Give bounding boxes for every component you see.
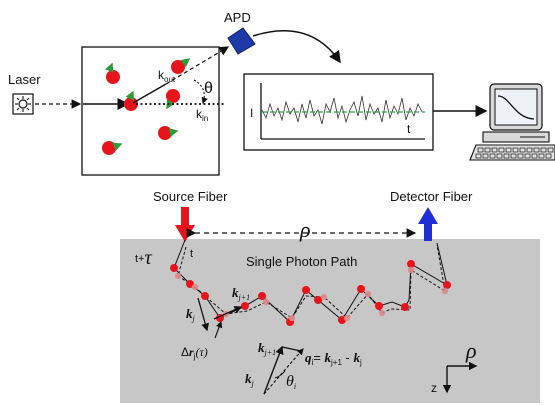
eq-kj1-label: kj+1 xyxy=(258,340,276,357)
k-j-label: kj xyxy=(186,306,196,323)
intensity-trace xyxy=(261,95,423,125)
scatter-event-later xyxy=(288,314,296,322)
scatter-event xyxy=(407,260,415,268)
scatter-event-later xyxy=(441,287,449,295)
eq-kj-label: kj xyxy=(245,371,255,388)
k-j1-arrow xyxy=(213,306,243,320)
scatter-event xyxy=(375,302,383,310)
axis-z-label: z xyxy=(431,381,437,395)
scatter-event xyxy=(170,264,178,272)
coordinate-axes xyxy=(442,361,478,394)
scatter-event xyxy=(357,285,365,293)
scatter-event xyxy=(401,303,409,311)
scattering-vector-diagram xyxy=(263,345,304,395)
k-j-arrow xyxy=(197,297,209,332)
scatter-event-later xyxy=(378,309,386,317)
delta-r-label: Δrj(τ) xyxy=(181,345,208,361)
rho-label: ρ xyxy=(299,217,311,242)
source-fiber-label: Source Fiber xyxy=(153,189,228,204)
scatter-event-later xyxy=(407,266,415,274)
k-in-label: kin xyxy=(196,107,208,123)
apd-signal-arrow xyxy=(252,30,341,64)
detector-fiber-arrow xyxy=(418,207,438,241)
scatter-event-later xyxy=(320,293,328,301)
theta-label: θ xyxy=(204,80,213,97)
scatter-event xyxy=(302,286,310,294)
scatter-event-later xyxy=(191,283,199,291)
scattered-dashed-to-apd xyxy=(165,46,230,85)
eq-theta-label: θi xyxy=(286,373,296,391)
scatter-event xyxy=(258,292,266,300)
t-label: t xyxy=(190,248,193,260)
particle xyxy=(102,141,123,155)
laser-icon xyxy=(12,93,34,115)
path-title: Single Photon Path xyxy=(246,254,357,269)
computer-icon xyxy=(469,83,555,161)
laser-label: Laser xyxy=(8,72,41,87)
scatter-event xyxy=(443,281,451,289)
source-fiber-arrow xyxy=(175,207,195,242)
particle xyxy=(105,62,120,84)
theta-arc xyxy=(193,79,208,105)
k-j1-label: kj+1 xyxy=(232,285,250,302)
scatter-event-later xyxy=(262,298,270,306)
apd-detector-icon xyxy=(227,27,256,55)
scattered-ray xyxy=(132,83,167,104)
particle xyxy=(158,126,179,140)
scatter-event xyxy=(201,292,209,300)
apd-label: APD xyxy=(224,10,251,25)
signal-x-label: t xyxy=(407,122,411,136)
particle xyxy=(124,90,138,111)
scatter-events-later xyxy=(174,266,449,322)
scattering-particles xyxy=(102,58,191,155)
scatter-event xyxy=(241,302,249,310)
particle xyxy=(171,58,191,74)
sample-cuvette xyxy=(81,46,220,176)
detector-fiber-label: Detector Fiber xyxy=(390,189,473,204)
signal-y-label: I xyxy=(250,106,253,120)
axis-rho-label: ρ xyxy=(465,338,477,363)
t-plus-tau-label: t+τ xyxy=(135,247,152,269)
scattering-vector-equation: qi= kj+1 - kj xyxy=(305,350,362,367)
scatter-event xyxy=(314,296,322,304)
delta-r-arrow xyxy=(214,320,223,339)
scatter-event-later xyxy=(174,272,182,280)
photon-path-dashed xyxy=(177,244,446,319)
k-out-label: kout xyxy=(158,68,176,84)
scatter-event-later xyxy=(343,314,351,322)
turbid-medium xyxy=(120,239,540,403)
scatter-event-later xyxy=(364,290,372,298)
